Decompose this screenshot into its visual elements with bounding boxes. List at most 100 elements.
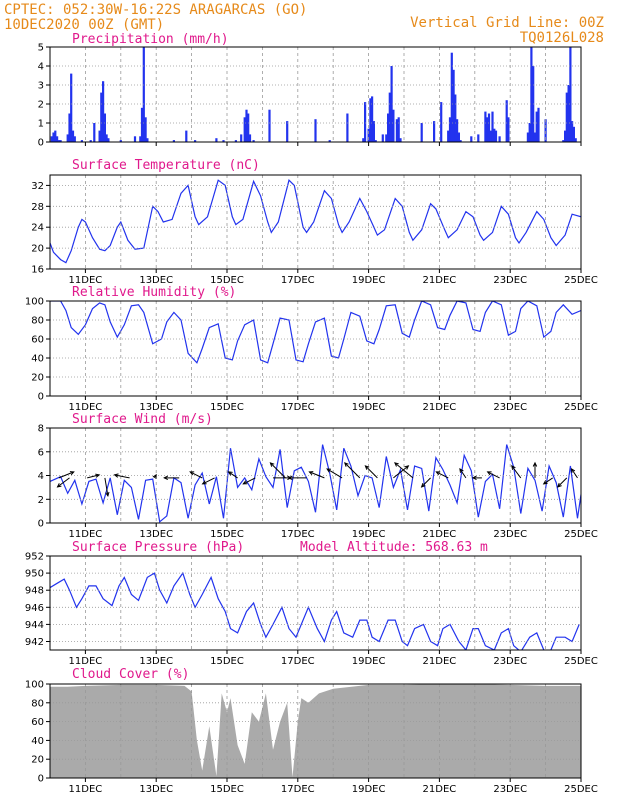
humidity-xtick-label: 19DEC — [352, 402, 386, 413]
wind-title: Surface Wind (m/s) — [72, 412, 213, 427]
wind-arrow-head — [201, 480, 207, 485]
temperature-xtick-label: 19DEC — [352, 275, 386, 286]
precip-ytick-label: 1 — [38, 119, 44, 130]
pressure-xtick-label: 23DEC — [493, 656, 527, 667]
wind-arrow-shaft — [189, 471, 203, 479]
wind-arrow — [486, 471, 500, 479]
humidity-frame — [49, 300, 582, 397]
wind-arrow-shaft — [57, 477, 70, 488]
precip-bar — [450, 52, 453, 142]
temperature-plot-area — [50, 179, 581, 264]
precip-bar — [142, 47, 145, 142]
precip-title: Precipitation (mm/h) — [72, 32, 229, 47]
precip-bar — [505, 100, 508, 142]
precip-bar — [470, 136, 473, 142]
wind-xtick-label: 17DEC — [281, 529, 315, 540]
wind-ytick-label: 6 — [38, 447, 44, 458]
precip-bar — [457, 132, 460, 142]
pressure-xtick-label: 25DEC — [564, 656, 598, 667]
precip-ytick-label: 5 — [38, 43, 44, 54]
wind-arrow-head — [542, 480, 548, 485]
wind-arrow-shaft — [87, 474, 100, 479]
precip-bar — [390, 66, 393, 142]
wind-xtick-label: 25DEC — [564, 529, 598, 540]
wind-arrow — [420, 477, 431, 488]
wind-arrow-head — [570, 467, 576, 473]
cloud-frame — [49, 683, 582, 779]
temperature-series-line — [50, 179, 581, 264]
pressure-frame — [49, 555, 582, 651]
wind-arrow-head — [404, 465, 410, 470]
wind-ytick-label: 8 — [38, 424, 44, 435]
precip-bar — [571, 121, 574, 142]
precip-bar — [533, 132, 537, 142]
humidity-ytick-label: 40 — [31, 354, 44, 365]
wind-arrow-head — [486, 471, 492, 476]
wind-arrow — [287, 475, 307, 481]
precip-bar — [105, 134, 108, 142]
wind-xtick-label: 21DEC — [423, 529, 457, 540]
pressure-xtick-label: 19DEC — [352, 656, 386, 667]
wind-arrow — [556, 477, 568, 488]
cloud-xtick-label: 13DEC — [139, 784, 173, 795]
precip-bar — [493, 128, 496, 142]
wind-arrow-head — [471, 475, 477, 481]
precip-bar — [530, 47, 533, 142]
wind-arrow — [393, 465, 410, 479]
precip-bar — [528, 123, 531, 142]
wind-arrow — [542, 477, 553, 485]
temperature-frame — [49, 174, 582, 270]
precipitation-panel: 0 1 2 3 4 5 Precipitation (mm/h) — [38, 32, 582, 149]
pressure-xtick-label: 13DEC — [139, 656, 173, 667]
precip-bar — [491, 111, 494, 142]
wind-arrow — [189, 471, 203, 479]
temperature-ytick-label: 16 — [31, 265, 44, 276]
precip-bar — [572, 126, 575, 142]
pressure-ytick-label: 950 — [25, 569, 44, 580]
header-grid-note: Vertical Grid Line: 00Z — [410, 15, 604, 31]
wind-arrow — [459, 467, 467, 479]
precip-bar — [420, 123, 423, 142]
precip-bar — [102, 81, 105, 142]
precip-bar — [234, 140, 237, 142]
precip-bar — [526, 132, 529, 142]
wind-arrow-head — [511, 464, 516, 470]
wind-arrow — [56, 477, 70, 488]
wind-arrow-head — [394, 462, 399, 467]
wind-xtick-label: 15DEC — [210, 529, 244, 540]
humidity-xtick-label: 13DEC — [139, 402, 173, 413]
humidity-xtick-label: 11DEC — [69, 402, 103, 413]
temperature-ytick-label: 32 — [31, 181, 44, 192]
humidity-ytick-label: 0 — [38, 392, 44, 403]
temperature-ytick-label: 20 — [31, 244, 44, 255]
humidity-xtick-label: 15DEC — [210, 402, 244, 413]
precip-bar — [144, 117, 147, 142]
precip-bar — [364, 102, 367, 142]
precip-bar — [328, 140, 331, 142]
precip-bar — [507, 117, 510, 142]
wind-arrow — [435, 471, 449, 479]
precip-bar — [562, 140, 565, 142]
precip-bar — [73, 136, 76, 142]
humidity-plot-area — [50, 301, 581, 364]
precip-bar — [448, 117, 452, 142]
precip-plot-area — [50, 47, 577, 142]
precip-bar — [454, 94, 457, 142]
temperature-xtick-label: 25DEC — [564, 275, 598, 286]
precip-bar — [194, 140, 197, 142]
wind-ytick-label: 2 — [38, 495, 44, 506]
wind-arrow-head — [459, 467, 464, 473]
wind-arrow-shaft — [459, 468, 467, 479]
precip-bar — [369, 98, 372, 142]
wind-arrow-head — [435, 471, 441, 476]
wind-arrow-head — [326, 468, 332, 473]
cloud-xtick-label: 17DEC — [281, 784, 315, 795]
wind-arrow — [511, 464, 522, 479]
precip-bar — [240, 134, 243, 142]
precip-bar — [452, 69, 455, 142]
wind-arrow-shaft — [571, 468, 578, 479]
cloud-xtick-label: 19DEC — [352, 784, 386, 795]
wind-arrow — [113, 473, 130, 479]
temperature-xtick-label: 21DEC — [423, 275, 457, 286]
cloud-xtick-label: 11DEC — [69, 784, 103, 795]
